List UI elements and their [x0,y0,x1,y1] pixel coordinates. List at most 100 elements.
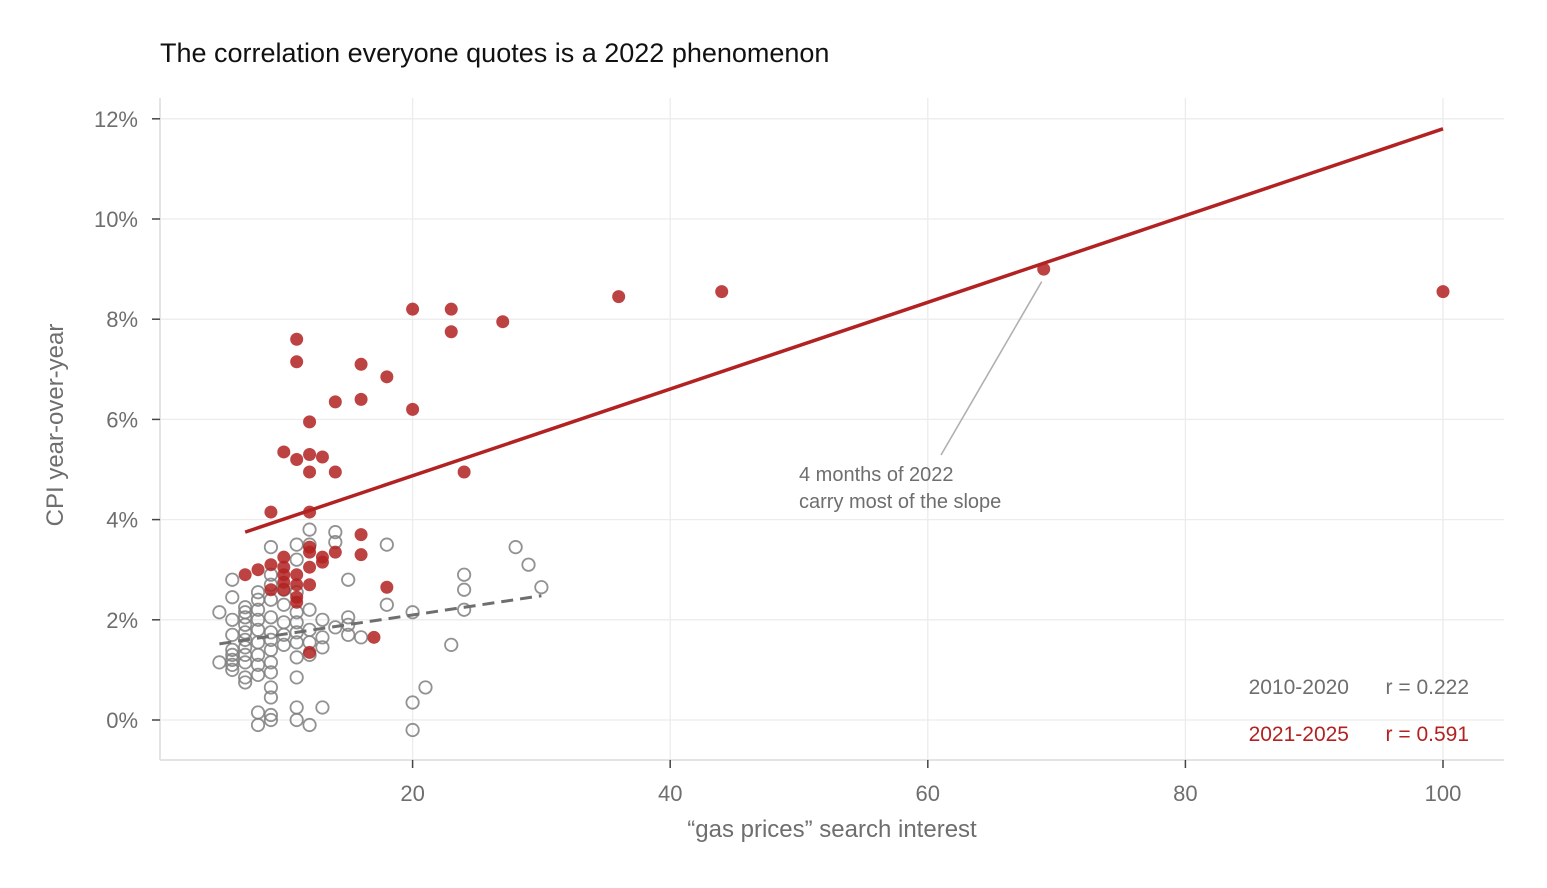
data-point-2021-2025 [328,395,342,409]
data-point-2010-2020 [521,557,536,572]
data-point-2021-2025 [290,568,304,582]
data-point-2010-2020 [225,642,240,657]
y-tick-label: 10% [94,207,138,232]
data-point-2010-2020 [263,632,279,647]
y-tick-label: 0% [106,708,138,733]
data-point-2021-2025 [715,285,729,299]
data-point-2010-2020 [263,712,279,728]
data-point-2010-2020 [534,580,549,595]
data-point-2010-2020 [263,610,279,625]
data-point-2021-2025 [354,357,368,371]
data-point-2021-2025 [367,630,381,644]
data-point-2010-2020 [250,612,266,627]
data-point-2021-2025 [264,505,278,519]
data-point-2021-2025 [406,402,420,416]
correlation-stats: 2010-2020 r = 0.222 2021-2025 r = 0.591 [1249,676,1469,746]
data-point-2021-2025 [303,447,317,461]
data-point-2021-2025 [277,583,291,597]
data-point-2010-2020 [315,640,330,655]
data-point-2021-2025 [277,550,291,564]
stat-r-value: r = 0.591 [1386,723,1469,746]
data-point-2010-2020 [225,662,240,678]
data-point-2021-2025 [264,558,278,572]
data-point-2021-2025 [290,355,304,369]
data-point-2010-2020 [250,647,266,662]
data-point-2010-2020 [315,630,330,645]
trend-line-2010-2020 [219,594,542,646]
data-point-2010-2020 [263,625,279,640]
data-point-2010-2020 [250,657,266,672]
data-point-2010-2020 [302,522,317,537]
data-point-2010-2020 [238,610,253,625]
data-point-2010-2020 [238,670,253,685]
x-axis-label: “gas prices” search interest [687,816,977,843]
annotation-text: carry most of the slope [799,491,1001,513]
x-tick-label: 40 [658,781,682,806]
stat-r-value: r = 0.222 [1386,676,1469,699]
data-point-2010-2020 [212,605,227,620]
grid-lines [160,98,1504,760]
data-point-2021-2025 [290,332,304,346]
data-point-2010-2020 [225,627,240,642]
axes [159,98,1504,761]
x-tick-label: 80 [1173,781,1197,806]
data-point-2010-2020 [225,612,240,627]
data-point-2021-2025 [290,452,304,466]
data-point-2010-2020 [405,722,420,738]
data-point-2010-2020 [328,525,343,540]
x-tick-label: 20 [400,781,424,806]
data-point-2010-2020 [263,655,279,670]
y-tick-label: 2% [106,608,138,633]
tick-labels: 0% 2% 4% 6% 8% 10% 12% 20 40 60 80 100 [94,107,1461,806]
data-point-2010-2020 [341,572,356,587]
data-point-2021-2025 [315,555,329,569]
data-point-2010-2020 [263,680,279,695]
data-point-2010-2020 [405,695,420,710]
data-point-2021-2025 [303,415,317,429]
annotation-leader-line [940,281,1043,456]
data-point-2010-2020 [212,655,227,670]
data-point-2010-2020 [315,700,330,715]
chart-title: The correlation everyone quotes is a 202… [160,38,830,68]
data-point-2010-2020 [238,655,253,670]
data-point-2021-2025 [444,325,458,339]
data-point-2010-2020 [276,615,291,630]
y-tick-label: 8% [106,307,138,332]
data-point-2021-2025 [1436,285,1450,299]
data-point-2010-2020 [289,552,304,567]
data-point-2010-2020 [289,537,304,552]
data-point-2021-2025 [303,578,317,592]
data-point-2021-2025 [380,370,394,384]
data-point-2010-2020 [444,637,459,652]
data-point-2010-2020 [289,712,304,728]
data-point-2010-2020 [238,617,253,632]
data-point-2010-2020 [289,700,304,715]
data-point-2010-2020 [289,650,304,665]
data-point-2010-2020 [302,717,317,733]
data-point-2010-2020 [328,620,343,635]
data-point-2021-2025 [612,290,626,304]
data-point-2010-2020 [341,610,356,625]
series-2021-2025 [238,262,1450,659]
data-point-2010-2020 [405,605,420,620]
data-point-2010-2020 [263,707,279,723]
data-point-2010-2020 [379,597,394,612]
stat-period: 2021-2025 [1249,723,1349,746]
data-point-2021-2025 [251,563,265,577]
annotation-text: 4 months of 2022 [799,464,954,486]
data-point-2010-2020 [238,600,253,615]
data-point-2021-2025 [303,465,317,479]
data-point-2010-2020 [289,670,304,685]
data-point-2010-2020 [225,572,240,587]
data-point-2010-2020 [379,537,394,552]
data-point-2021-2025 [328,545,342,559]
data-point-2010-2020 [315,612,330,627]
data-point-2010-2020 [341,627,356,642]
data-point-2021-2025 [290,595,304,609]
data-point-2021-2025 [444,302,458,316]
data-point-2010-2020 [263,665,279,680]
data-point-2010-2020 [250,717,266,733]
data-point-2010-2020 [457,602,472,617]
data-point-2010-2020 [225,590,240,605]
